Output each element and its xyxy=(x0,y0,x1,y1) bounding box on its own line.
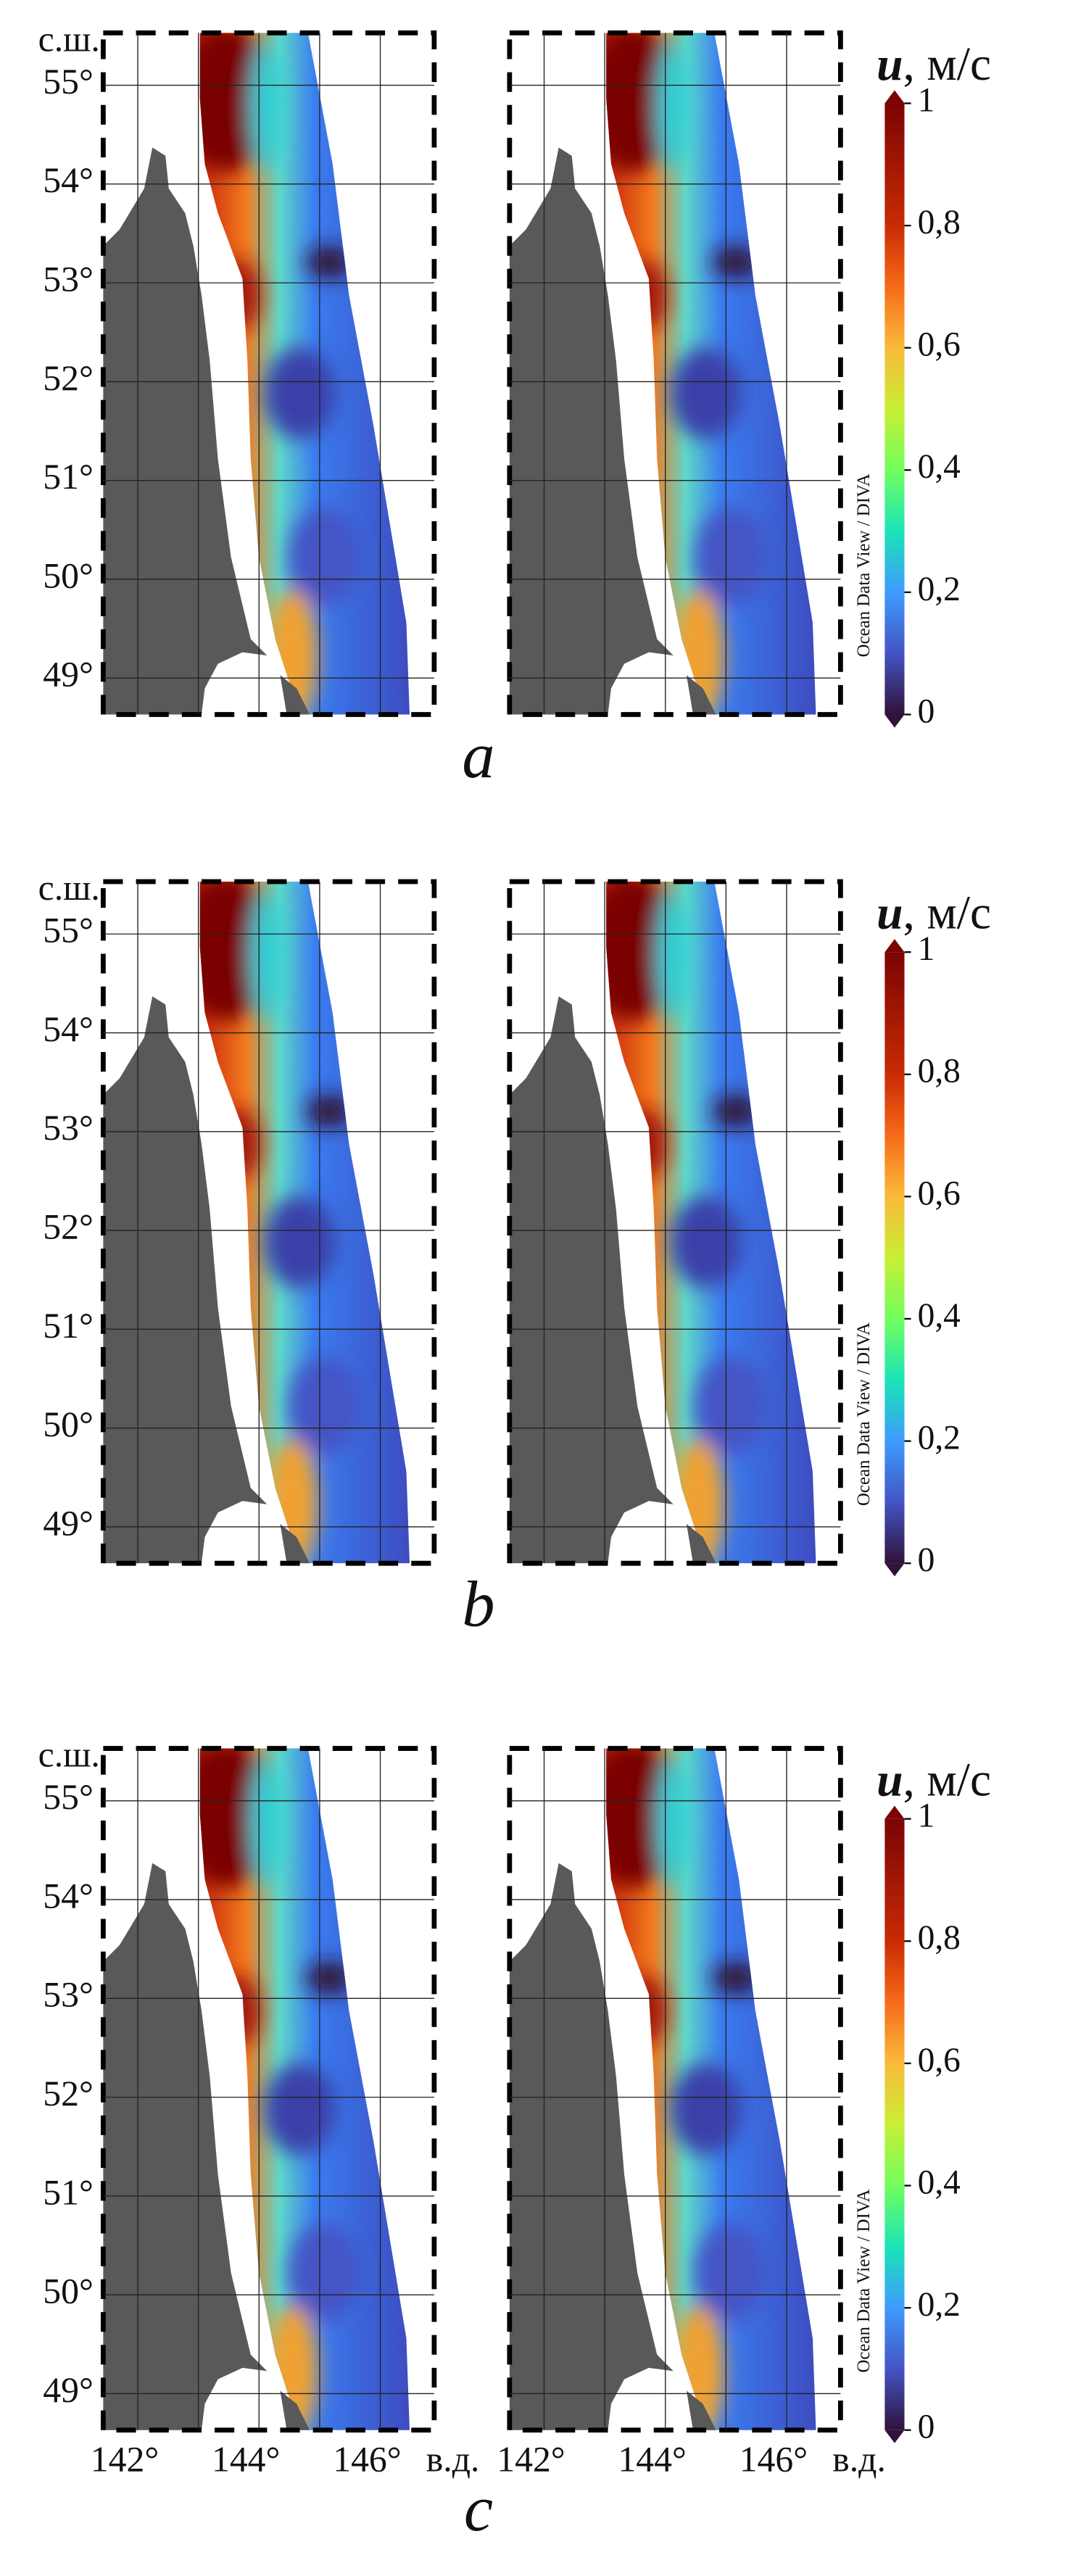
colorbar-title: u, м/с xyxy=(877,1754,991,1806)
colorbar-tick-label: 0,4 xyxy=(918,2163,961,2201)
colorbar-tick-label: 0 xyxy=(918,2409,935,2446)
colorbar-title: u, м/с xyxy=(877,887,991,940)
colorbar-title-part: u xyxy=(877,38,903,91)
colorbar-tick-label: 1 xyxy=(918,930,935,968)
map-panel xyxy=(510,874,841,1570)
lon-tick-label: 146° xyxy=(739,2439,808,2479)
lat-tick-label: 49° xyxy=(43,2370,94,2410)
credit: Ocean Data View / DIVA xyxy=(854,473,874,657)
map-field xyxy=(510,874,841,1570)
colorbar-title-part: u xyxy=(877,887,903,940)
lat-tick-label: 49° xyxy=(43,1503,94,1543)
lat-tick-label: 55° xyxy=(43,62,94,102)
colorbar-tick-label: 0,2 xyxy=(918,571,961,608)
lat-tick-label: 53° xyxy=(43,1975,94,2015)
colorbar-tick-label: 0,8 xyxy=(918,1053,961,1090)
lat-tick-label: 53° xyxy=(43,1108,94,1148)
colorbar-max xyxy=(884,939,905,953)
colorbar xyxy=(884,952,905,1564)
colorbar-tick-label: 1 xyxy=(918,81,935,119)
colorbar-min xyxy=(884,714,905,728)
colorbar-tick-label: 0,6 xyxy=(918,1175,961,1212)
lat-tick-label: 51° xyxy=(43,2172,94,2212)
colorbar-tick-label: 0,4 xyxy=(918,1297,961,1335)
lat-tick-label: 51° xyxy=(43,1306,94,1346)
lon-tick-label: 142° xyxy=(91,2439,159,2479)
colorbar-tick-label: 0,4 xyxy=(918,448,961,486)
lat-tick-label: 55° xyxy=(43,911,94,951)
lat-tick-label: 50° xyxy=(43,2271,94,2311)
lon-tick-label: 146° xyxy=(333,2439,401,2479)
lon-tick-label: 144° xyxy=(212,2439,280,2479)
colorbar-max xyxy=(884,1805,905,1819)
colorbar-title-part: u xyxy=(877,1754,903,1806)
lat-tick-label: 53° xyxy=(43,260,94,299)
lon-label: в.д. xyxy=(832,2439,886,2479)
lon-label: в.д. xyxy=(426,2439,480,2479)
colorbar-min xyxy=(884,2430,905,2443)
map-panel: 142° 144° 146° в.д. xyxy=(497,1740,886,2479)
lat-label: с.ш. xyxy=(38,868,100,908)
lon-tick-label: 144° xyxy=(618,2439,686,2479)
colorbar-tick-label: 0,6 xyxy=(918,2042,961,2079)
colorbar-max xyxy=(884,90,905,104)
panel-label: b xyxy=(462,1567,494,1640)
lat-tick-label: 49° xyxy=(43,655,94,695)
colorbar xyxy=(884,1818,905,2430)
colorbar-tick-label: 0,8 xyxy=(918,204,961,241)
map-field xyxy=(103,1740,434,2437)
panel-label: a xyxy=(462,718,494,792)
lat-tick-label: 54° xyxy=(43,160,94,200)
map-panel: 55° 54° 53° 52° 51° 50° 49° с.ш. xyxy=(38,868,434,1570)
lat-tick-label: 50° xyxy=(43,555,94,595)
colorbar-tick-label: 1 xyxy=(918,1797,935,1835)
colorbar-title-part: , м/с xyxy=(903,887,992,940)
colorbar-tick-label: 0,2 xyxy=(918,2286,961,2324)
colorbar-tick-label: 0 xyxy=(918,692,935,730)
map-panel xyxy=(510,25,841,721)
credit: Ocean Data View / DIVA xyxy=(854,2190,874,2373)
lat-tick-label: 54° xyxy=(43,1009,94,1049)
colorbar xyxy=(884,103,905,715)
lat-tick-label: 52° xyxy=(43,2074,94,2113)
lat-tick-label: 54° xyxy=(43,1876,94,1916)
map-panel: 55° 54° 53° 52° 51° 50° 49° с.ш. 142° 144° 146° в.д… xyxy=(38,1735,480,2480)
map-panel: 55° 54° 53° 52° 51° 50° 49° с.ш. xyxy=(38,19,434,721)
colorbar-title-part: , м/с xyxy=(903,1754,992,1806)
colorbar-tick-label: 0 xyxy=(918,1541,935,1579)
lat-tick-label: 52° xyxy=(43,1206,94,1246)
colorbar-tick-label: 0,2 xyxy=(918,1419,961,1457)
credit: Ocean Data View / DIVA xyxy=(854,1322,874,1506)
map-field xyxy=(510,25,841,721)
lat-tick-label: 51° xyxy=(43,457,94,497)
lon-tick-label: 142° xyxy=(497,2439,565,2479)
colorbar-title-part: , м/с xyxy=(903,38,992,91)
colorbar-tick-label: 0,8 xyxy=(918,1919,961,1957)
lat-tick-label: 52° xyxy=(43,358,94,398)
lat-tick-label: 50° xyxy=(43,1404,94,1444)
colorbar-title: u, м/с xyxy=(877,38,991,91)
lat-tick-label: 55° xyxy=(43,1777,94,1817)
map-field xyxy=(103,25,434,721)
map-field xyxy=(510,1740,841,2437)
lat-label: с.ш. xyxy=(38,1735,100,1775)
colorbar-min xyxy=(884,1563,905,1577)
colorbar-tick-label: 0,6 xyxy=(918,326,961,364)
panel-label: c xyxy=(464,2472,493,2545)
lat-label: с.ш. xyxy=(38,19,100,59)
map-field xyxy=(103,874,434,1570)
